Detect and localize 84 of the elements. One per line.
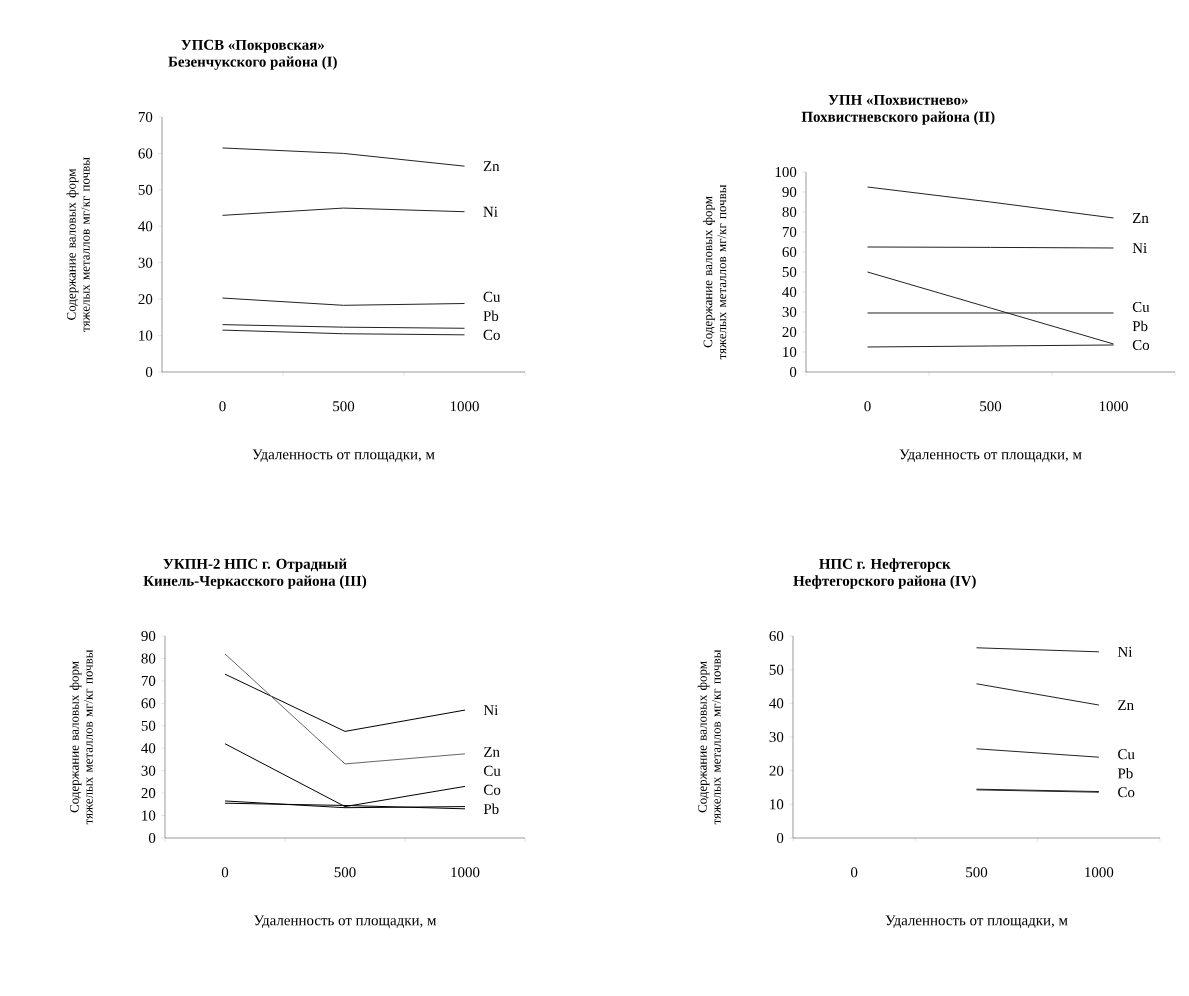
y-tick-label: 90: [141, 630, 156, 642]
chart-subtitle: Кинель-Черкасского района (III): [143, 575, 367, 589]
x-tick-label: 1000: [1099, 401, 1128, 412]
y-tick-label: 40: [769, 698, 784, 709]
series-label: Co: [1118, 787, 1135, 798]
x-tick-label: 0: [851, 867, 858, 878]
chart-title: НПС г. Нефтегорск: [819, 558, 951, 572]
x-tick-label: 500: [333, 401, 355, 412]
series-label: Zn: [1118, 700, 1134, 710]
y-tick-label: 10: [142, 810, 156, 821]
series-label: Pb: [483, 803, 499, 815]
series-label: Pb: [1117, 767, 1133, 779]
y-tick-label: 20: [782, 326, 797, 338]
y-tick-label: 40: [782, 286, 797, 298]
x-tick-label: 1000: [450, 401, 479, 412]
chart-title: УПСВ «Покровская»: [181, 39, 324, 53]
y-tick-label: 70: [141, 675, 156, 686]
series-label: Pb: [1132, 320, 1148, 332]
chart-subtitle: Похвистневского района (II): [801, 111, 995, 125]
y-tick-label: 80: [141, 653, 156, 664]
y-tick-label: 30: [138, 257, 153, 268]
series-label: Cu: [483, 291, 501, 302]
series-label: Zn: [484, 746, 500, 757]
y-axis-title: Содержание валовых форм тяжелых металлов мг/кг почвы: [703, 184, 727, 360]
series-label: Co: [483, 784, 501, 795]
y-axis-title: Содержание валовых форм тяжелых металлов мг/кг почвы: [66, 157, 90, 332]
y-tick-label: 40: [141, 743, 156, 754]
y-tick-label: 30: [141, 765, 156, 776]
y-tick-label: 0: [776, 832, 784, 844]
x-axis-title: Удаленность от площадки, м: [899, 449, 1082, 463]
x-axis-title: Удаленность от площадки, м: [885, 915, 1068, 929]
x-tick-label: 500: [980, 401, 1002, 412]
y-tick-label: 50: [782, 266, 797, 278]
y-tick-label: 0: [145, 366, 153, 378]
y-tick-label: 10: [139, 330, 153, 341]
y-tick-label: 20: [138, 294, 153, 305]
y-tick-label: 30: [782, 306, 797, 318]
y-tick-label: 20: [769, 765, 784, 776]
y-tick-label: 50: [141, 720, 156, 731]
series-label: Co: [483, 329, 500, 340]
y-axis-title: Содержание валовых форм тяжелых металлов мг/кг почвы: [697, 649, 721, 825]
y-tick-label: 90: [782, 186, 797, 198]
y-tick-label: 70: [138, 111, 153, 123]
series-label: Cu: [1132, 301, 1150, 313]
y-tick-label: 0: [789, 366, 797, 378]
series-label: Co: [1132, 339, 1150, 351]
y-tick-label: 60: [141, 698, 156, 709]
y-tick-label: 20: [141, 788, 156, 799]
series-label: Ni: [1117, 646, 1133, 657]
chart-title: УКПН-2 НПС г. Отрадный: [163, 558, 347, 572]
y-tick-label: 60: [769, 630, 784, 642]
series-label: Cu: [1118, 749, 1135, 760]
chart-title: УПН «Похвистнево»: [828, 94, 968, 105]
series-label: Ni: [483, 206, 498, 217]
y-tick-label: 30: [769, 731, 784, 743]
x-tick-label: 0: [219, 401, 226, 412]
x-axis-title: Удаленность от площадки, м: [254, 915, 437, 929]
y-tick-label: 80: [782, 206, 797, 218]
series-label: Cu: [483, 765, 501, 776]
y-tick-label: 10: [770, 799, 784, 810]
series-label: Zn: [1132, 213, 1149, 223]
y-tick-label: 40: [138, 221, 153, 232]
series-label: Ni: [483, 705, 499, 716]
x-tick-label: 1000: [1085, 867, 1114, 878]
x-tick-label: 0: [864, 401, 871, 412]
y-tick-label: 50: [769, 664, 784, 675]
x-tick-label: 500: [966, 867, 988, 878]
y-axis-title: Содержание валовых форм тяжелых металлов мг/кг почвы: [69, 649, 93, 825]
x-tick-label: 0: [221, 867, 229, 878]
series-label: Pb: [483, 310, 499, 322]
chart-subtitle: Нефтегорского района (IV): [793, 575, 976, 589]
y-tick-label: 0: [148, 832, 156, 844]
series-label: Zn: [483, 161, 500, 172]
y-tick-label: 50: [138, 184, 153, 195]
y-tick-label: 60: [782, 246, 797, 258]
y-tick-label: 10: [783, 346, 797, 358]
y-tick-label: 60: [138, 148, 153, 159]
x-axis-title: Удаленность от площадки, м: [252, 449, 435, 463]
chart-subtitle: Безенчукского района (I): [168, 56, 337, 70]
x-tick-label: 500: [334, 867, 356, 878]
y-tick-label: 100: [775, 166, 797, 178]
x-tick-label: 1000: [451, 867, 480, 878]
y-tick-label: 70: [782, 226, 797, 238]
series-label: Ni: [1132, 243, 1147, 253]
